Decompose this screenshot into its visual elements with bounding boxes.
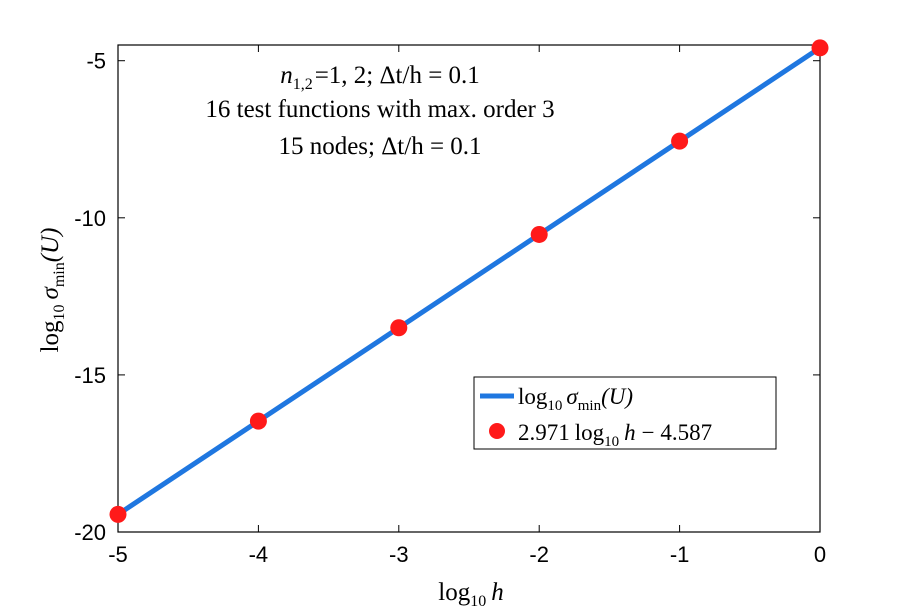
legend: log10 σmin(U) 2.971 log10 h − 4.587: [473, 376, 777, 450]
series-line: [115, 45, 823, 517]
legend-label-line: log10 σmin(U): [518, 384, 633, 414]
y-tick-label: -10: [74, 206, 106, 231]
y-tick-label: -20: [74, 520, 106, 545]
x-axis-label: log10 h: [438, 579, 503, 610]
legend-box: [473, 376, 777, 450]
data-point: [109, 505, 127, 523]
x-tick-label: -5: [108, 542, 128, 567]
annotation-line-2: 16 test functions with max. order 3: [205, 96, 554, 123]
annotation-line-3: 15 nodes; Δt/h = 0.1: [278, 133, 481, 160]
y-tick-label: -15: [74, 363, 106, 388]
annotation-line-1: n1,2=1, 2; Δt/h = 0.1: [280, 62, 480, 93]
data-point: [249, 412, 267, 430]
x-tick-label: -1: [670, 542, 690, 567]
data-point: [811, 39, 829, 57]
x-tick-label: -2: [529, 542, 549, 567]
legend-marker-swatch: [489, 423, 505, 439]
x-tick-label: -4: [249, 542, 269, 567]
legend-label-marker: 2.971 log10 h − 4.587: [518, 420, 712, 450]
plot-area: [117, 44, 821, 533]
x-tick-label: 0: [814, 542, 826, 567]
data-point: [530, 225, 548, 243]
tick-labels: -5 -4 -3 -2 -1 0-5-10-15-20: [74, 49, 826, 567]
series-layer: [109, 39, 829, 523]
y-tick-label: -5: [86, 49, 106, 74]
data-point: [390, 319, 408, 337]
annotation-block: n1,2=1, 2; Δt/h = 0.1 16 test functions …: [205, 62, 554, 160]
x-tick-label: -3: [389, 542, 409, 567]
data-point: [671, 132, 689, 150]
y-axis-label: log10σmin(U): [37, 228, 68, 353]
